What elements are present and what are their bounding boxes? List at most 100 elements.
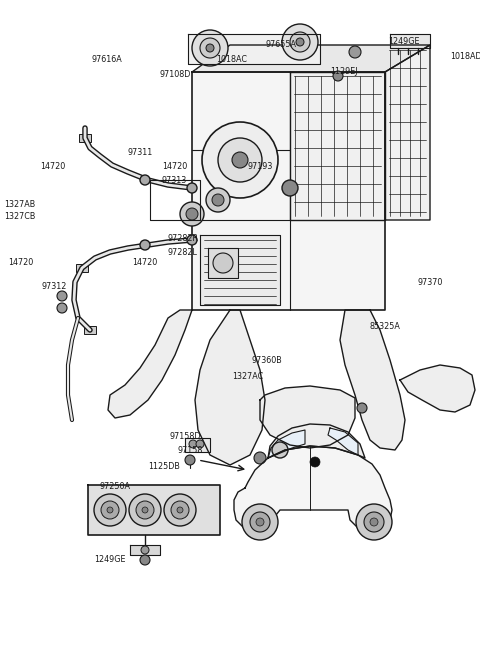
Bar	[205, 496, 215, 504]
Circle shape	[196, 440, 204, 448]
Circle shape	[107, 507, 113, 513]
Circle shape	[192, 30, 228, 66]
Circle shape	[356, 504, 392, 540]
Circle shape	[180, 202, 204, 226]
Circle shape	[357, 403, 367, 413]
Text: 97250A: 97250A	[100, 482, 131, 491]
Polygon shape	[340, 310, 405, 450]
Text: 97655A: 97655A	[266, 40, 297, 49]
Text: 97312: 97312	[42, 282, 67, 291]
Polygon shape	[195, 310, 265, 465]
Circle shape	[129, 494, 161, 526]
Circle shape	[177, 507, 183, 513]
Circle shape	[254, 452, 266, 464]
Circle shape	[142, 507, 148, 513]
Text: 97313: 97313	[162, 176, 187, 185]
Circle shape	[57, 291, 67, 301]
Text: 85325A: 85325A	[370, 322, 401, 331]
Circle shape	[140, 240, 150, 250]
Text: 97158: 97158	[178, 446, 204, 455]
Polygon shape	[200, 235, 280, 305]
Circle shape	[212, 194, 224, 206]
Circle shape	[94, 494, 126, 526]
Circle shape	[256, 518, 264, 526]
Polygon shape	[185, 438, 210, 452]
Circle shape	[213, 253, 233, 273]
Circle shape	[187, 183, 197, 193]
Text: 1327AB: 1327AB	[4, 200, 35, 209]
Bar	[84, 326, 96, 334]
Text: 14720: 14720	[132, 258, 157, 267]
Circle shape	[282, 24, 318, 60]
Bar	[79, 134, 91, 142]
Polygon shape	[268, 424, 365, 458]
Circle shape	[206, 44, 214, 52]
Circle shape	[242, 504, 278, 540]
Text: 97616A: 97616A	[92, 55, 123, 64]
Text: 1327CB: 1327CB	[4, 212, 36, 221]
Circle shape	[250, 512, 270, 532]
Circle shape	[140, 175, 150, 185]
Polygon shape	[188, 34, 320, 64]
Text: 1018AC: 1018AC	[216, 55, 247, 64]
Polygon shape	[290, 72, 385, 220]
Text: 14720: 14720	[162, 162, 187, 171]
Circle shape	[202, 122, 278, 198]
Text: 1125DB: 1125DB	[148, 462, 180, 471]
Text: 14720: 14720	[8, 258, 33, 267]
Polygon shape	[385, 45, 430, 220]
Text: 1129EJ: 1129EJ	[330, 67, 358, 76]
Circle shape	[140, 555, 150, 565]
Text: 97158D: 97158D	[170, 432, 202, 441]
Text: 1249GE: 1249GE	[94, 555, 125, 564]
Circle shape	[185, 455, 195, 465]
Text: 97370: 97370	[418, 278, 444, 287]
Circle shape	[333, 71, 343, 81]
Text: 97193: 97193	[248, 162, 274, 171]
Circle shape	[101, 501, 119, 519]
Polygon shape	[400, 365, 475, 412]
Circle shape	[349, 46, 361, 58]
Polygon shape	[192, 72, 385, 310]
Circle shape	[310, 457, 320, 467]
Circle shape	[296, 38, 304, 46]
Text: 97360B: 97360B	[252, 356, 283, 365]
Circle shape	[232, 152, 248, 168]
Text: 1018AD: 1018AD	[450, 52, 480, 61]
Circle shape	[218, 138, 262, 182]
Circle shape	[282, 180, 298, 196]
Text: 97282R: 97282R	[168, 234, 199, 243]
Text: 14720: 14720	[40, 162, 65, 171]
Circle shape	[136, 501, 154, 519]
Circle shape	[57, 303, 67, 313]
Text: 97108D: 97108D	[160, 70, 192, 79]
Text: 97311: 97311	[128, 148, 153, 157]
Bar	[205, 516, 215, 524]
Polygon shape	[192, 45, 430, 72]
Polygon shape	[108, 310, 192, 418]
Polygon shape	[268, 430, 305, 458]
Polygon shape	[208, 248, 238, 278]
Circle shape	[164, 494, 196, 526]
Circle shape	[370, 518, 378, 526]
Circle shape	[186, 208, 198, 220]
Text: 1327AC: 1327AC	[232, 372, 263, 381]
Circle shape	[206, 188, 230, 212]
Circle shape	[187, 235, 197, 245]
Circle shape	[200, 38, 220, 58]
Circle shape	[272, 442, 288, 458]
Polygon shape	[390, 34, 430, 48]
Circle shape	[189, 440, 197, 448]
Polygon shape	[88, 485, 220, 535]
Text: 97282L: 97282L	[168, 248, 198, 257]
Text: 1249GE: 1249GE	[388, 37, 420, 46]
Circle shape	[364, 512, 384, 532]
Bar	[76, 264, 88, 272]
Circle shape	[290, 32, 310, 52]
Polygon shape	[234, 446, 392, 532]
Circle shape	[141, 546, 149, 554]
Polygon shape	[260, 386, 355, 448]
Polygon shape	[328, 428, 358, 455]
Circle shape	[171, 501, 189, 519]
Polygon shape	[130, 545, 160, 555]
